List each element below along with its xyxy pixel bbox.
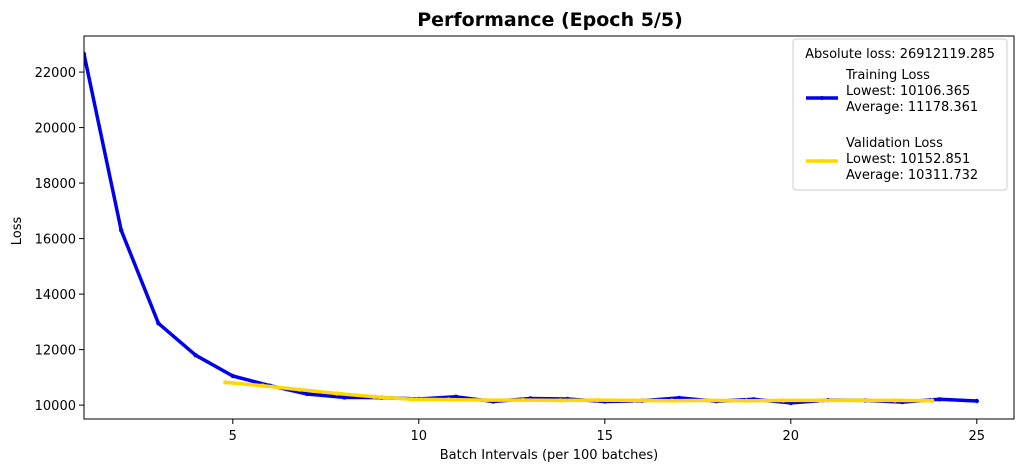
chart-title: Performance (Epoch 5/5) bbox=[417, 9, 683, 31]
data-point bbox=[974, 398, 979, 404]
data-point bbox=[223, 380, 228, 385]
legend-frame bbox=[792, 38, 1008, 191]
axes: 5 10 15 20 25 10000 12000 14000 16000 18000 20000 2… bbox=[35, 35, 1015, 444]
data-point bbox=[372, 394, 377, 399]
data-point bbox=[520, 397, 526, 403]
series-layer bbox=[84, 51, 979, 406]
x-axis-title: Batch Intervals (per 100 batches) bbox=[440, 448, 658, 463]
x-tick-label: 25 bbox=[969, 429, 986, 444]
legend-average-training: Average: 11178.361 bbox=[846, 100, 978, 115]
data-point bbox=[930, 398, 935, 403]
y-tick-label: 14000 bbox=[35, 288, 76, 303]
data-point bbox=[595, 397, 600, 403]
data-point bbox=[744, 398, 749, 403]
data-point bbox=[558, 398, 563, 403]
data-point bbox=[84, 51, 87, 57]
data-point bbox=[230, 373, 235, 379]
legend-title: Absolute loss: 26912119.285 bbox=[805, 47, 995, 62]
data-point bbox=[855, 398, 860, 403]
y-tick-label: 18000 bbox=[35, 177, 76, 192]
y-axis-title: Loss bbox=[10, 217, 25, 246]
data-point bbox=[453, 394, 459, 399]
legend-marker-validation bbox=[820, 159, 824, 163]
data-point bbox=[305, 391, 310, 397]
data-point bbox=[193, 353, 198, 358]
data-point bbox=[818, 398, 823, 403]
data-point bbox=[446, 397, 451, 402]
data-point bbox=[156, 321, 161, 326]
legend-lowest-validation: Lowest: 10152.851 bbox=[846, 152, 970, 167]
data-point bbox=[632, 398, 637, 403]
legend-lowest-training: Lowest: 10106.365 bbox=[846, 84, 970, 99]
y-tick-label: 10000 bbox=[35, 399, 76, 414]
data-point bbox=[119, 228, 124, 233]
data-point bbox=[297, 387, 302, 392]
legend: Absolute loss: 26912119.285 Training Los… bbox=[792, 38, 1008, 191]
legend-average-validation: Average: 10311.732 bbox=[846, 168, 978, 183]
legend-label-validation: Validation Loss bbox=[846, 136, 943, 151]
y-tick-label: 12000 bbox=[35, 344, 76, 359]
data-point bbox=[483, 397, 488, 403]
x-tick-label: 5 bbox=[229, 429, 237, 444]
y-tick-label: 16000 bbox=[35, 233, 76, 248]
x-tick-label: 10 bbox=[411, 429, 428, 444]
data-point bbox=[781, 398, 786, 403]
x-tick-label: 20 bbox=[783, 429, 800, 444]
y-tick-label: 20000 bbox=[35, 122, 76, 137]
series-line-validation bbox=[223, 380, 934, 403]
data-point bbox=[892, 398, 898, 403]
data-point bbox=[706, 398, 712, 403]
data-point bbox=[260, 383, 265, 388]
data-point bbox=[409, 397, 414, 402]
data-point bbox=[937, 397, 942, 402]
y-tick-label: 22000 bbox=[35, 66, 76, 81]
data-point bbox=[334, 391, 340, 396]
x-tick-label: 15 bbox=[597, 429, 614, 444]
legend-marker-training bbox=[820, 96, 824, 100]
plot-frame bbox=[83, 35, 1015, 420]
data-point bbox=[669, 398, 674, 403]
data-point bbox=[342, 395, 347, 400]
legend-label-training: Training Loss bbox=[845, 68, 930, 83]
